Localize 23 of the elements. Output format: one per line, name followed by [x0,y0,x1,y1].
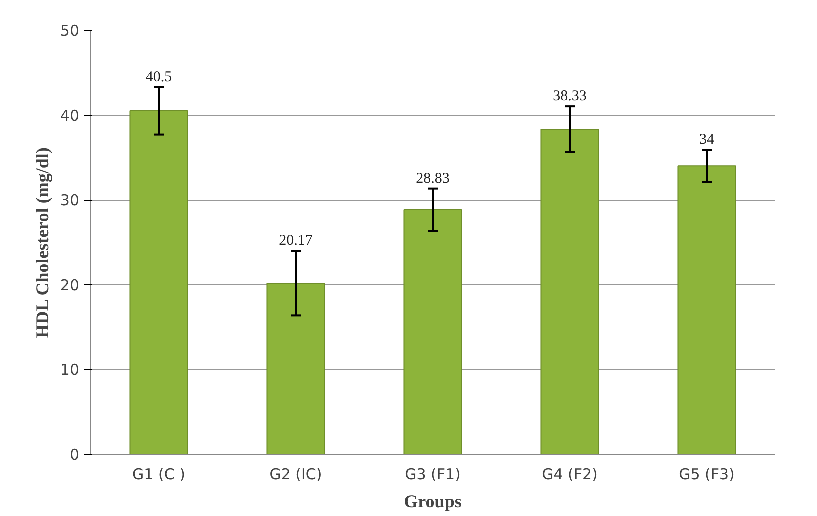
x-tick-label: G1 (C ) [132,466,186,484]
x-tick-label: G4 (F2) [542,466,598,484]
x-axis-title: Groups [404,492,462,512]
y-tick-label: 10 [60,361,80,380]
bar [130,110,188,454]
data-label: 38.33 [553,88,587,105]
data-label: 34 [700,132,715,148]
y-axis-title: HDL Cholesterol (mg/dl) [32,148,52,338]
data-label: 40.5 [146,69,172,86]
x-tick-label: G5 (F3) [679,466,735,484]
bar [404,210,462,454]
y-tick-label: 20 [60,276,80,294]
y-tick-label: 50 [60,22,80,40]
data-label: 20.17 [279,233,314,250]
y-tick-label: 0 [70,446,80,464]
bar [540,128,600,454]
data-label: 28.83 [416,170,450,187]
bar [266,282,326,454]
x-tick-label: G3 (F1) [405,466,461,484]
bar [678,166,736,454]
y-tick-label: 40 [60,106,80,125]
y-tick-label: 30 [60,192,80,210]
x-tick-label: G2 (IC) [270,466,322,484]
